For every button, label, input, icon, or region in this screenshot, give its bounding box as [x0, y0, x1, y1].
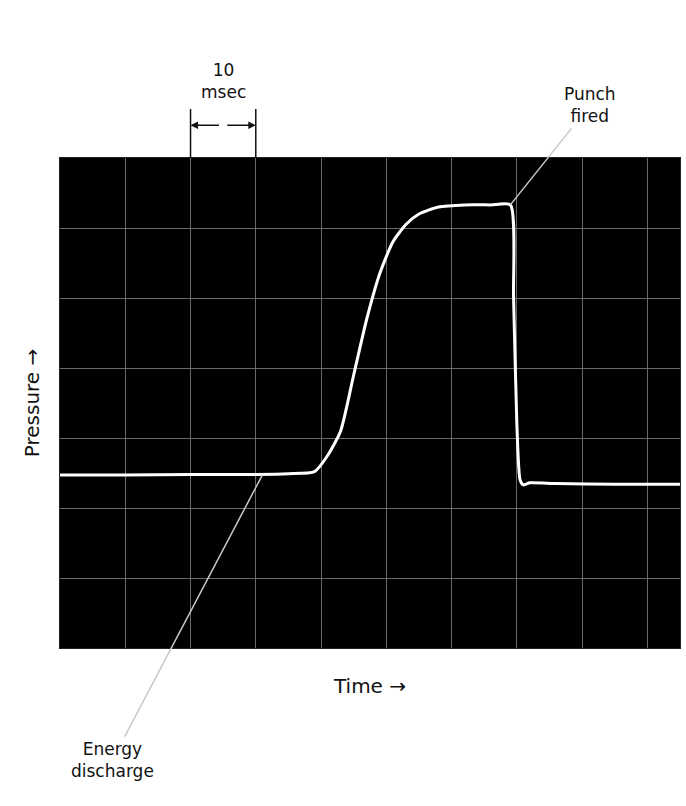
svg-text:Time →: Time →	[333, 674, 406, 698]
svg-text:Punchfired: Punchfired	[564, 84, 616, 126]
svg-text:Pressure →: Pressure →	[20, 349, 44, 458]
svg-text:10msec: 10msec	[201, 60, 246, 102]
svg-text:Energydischarge: Energydischarge	[71, 739, 154, 781]
